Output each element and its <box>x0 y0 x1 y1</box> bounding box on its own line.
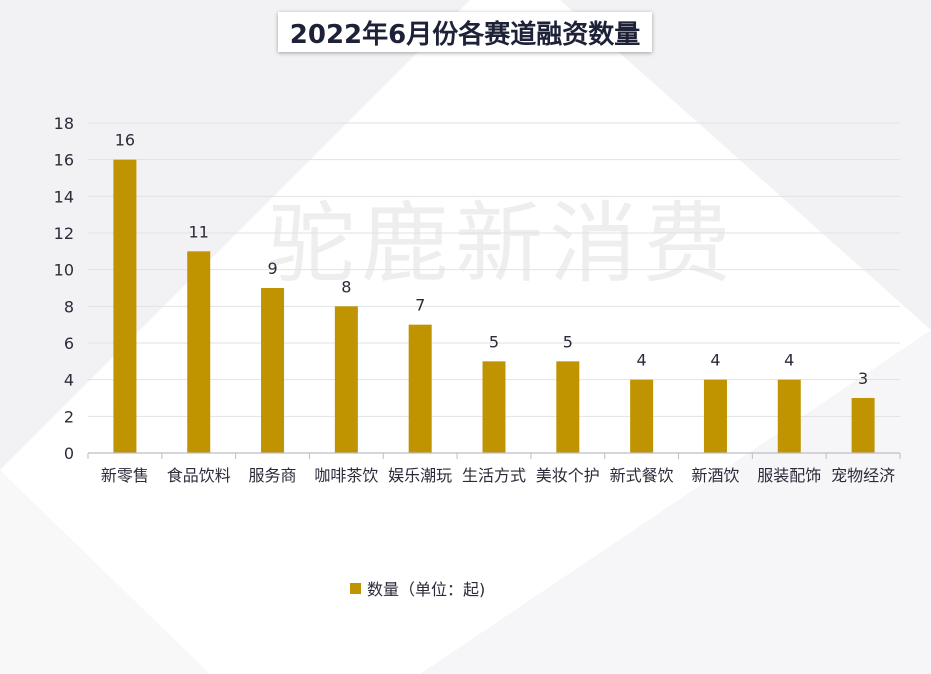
x-tick-label: 新零售 <box>101 466 149 485</box>
chart-title: 2022年6月份各赛道融资数量 <box>289 19 641 50</box>
x-tick-label: 新式餐饮 <box>610 466 674 485</box>
data-label: 16 <box>115 131 135 150</box>
data-label: 8 <box>341 277 351 296</box>
y-axis: 0 2 4 6 8 10 12 14 16 18 <box>54 114 74 463</box>
data-label: 4 <box>784 351 794 370</box>
y-tick-label: 18 <box>54 114 74 133</box>
data-labels: 16 11 9 8 7 5 5 4 4 4 3 <box>115 131 868 388</box>
y-tick-label: 10 <box>54 261 74 280</box>
legend-label: 数量（单位：起) <box>367 580 486 599</box>
data-label: 11 <box>189 222 209 241</box>
y-tick-label: 2 <box>64 407 74 426</box>
data-label: 4 <box>710 351 720 370</box>
y-tick-label: 12 <box>54 224 74 243</box>
x-axis: 新零售 食品饮料 服务商 咖啡茶饮 娱乐潮玩 生活方式 美妆个护 新式餐饮 新酒饮 服装配饰 宠物经… <box>87 452 901 485</box>
bar <box>334 306 358 453</box>
x-tick-label: 服装配饰 <box>757 466 821 485</box>
bar <box>408 324 432 453</box>
x-tick-label: 服务商 <box>249 466 297 485</box>
legend-swatch <box>350 582 361 594</box>
x-tick-label: 新酒饮 <box>691 466 739 485</box>
bars <box>113 159 875 453</box>
x-tick-label: 美妆个护 <box>536 466 600 485</box>
bar <box>556 361 580 453</box>
y-tick-label: 6 <box>64 334 74 353</box>
title-box: 2022年6月份各赛道融资数量 <box>278 12 652 52</box>
y-tick-label: 4 <box>64 371 74 390</box>
y-tick-label: 0 <box>64 444 74 463</box>
x-tick-label: 咖啡茶饮 <box>314 466 378 485</box>
x-tick-label: 宠物经济 <box>831 466 895 485</box>
bar <box>851 398 875 453</box>
data-label: 7 <box>415 296 425 315</box>
y-tick-label: 16 <box>54 151 74 170</box>
data-label: 3 <box>858 369 868 388</box>
data-label: 5 <box>563 332 573 351</box>
data-label: 4 <box>637 351 647 370</box>
legend: 数量（单位：起) <box>350 578 486 599</box>
x-tick-label: 生活方式 <box>462 466 526 485</box>
y-tick-label: 8 <box>64 297 74 316</box>
x-tick-label: 食品饮料 <box>167 466 231 485</box>
x-tick-label: 娱乐潮玩 <box>388 466 452 485</box>
bar <box>261 288 285 453</box>
bar <box>187 251 211 453</box>
bar <box>630 379 654 453</box>
bar <box>482 361 506 453</box>
bar <box>113 159 137 453</box>
y-tick-label: 14 <box>54 187 74 206</box>
data-label: 5 <box>489 332 499 351</box>
bar <box>777 379 801 453</box>
data-label: 9 <box>267 259 277 278</box>
bar <box>703 379 727 453</box>
